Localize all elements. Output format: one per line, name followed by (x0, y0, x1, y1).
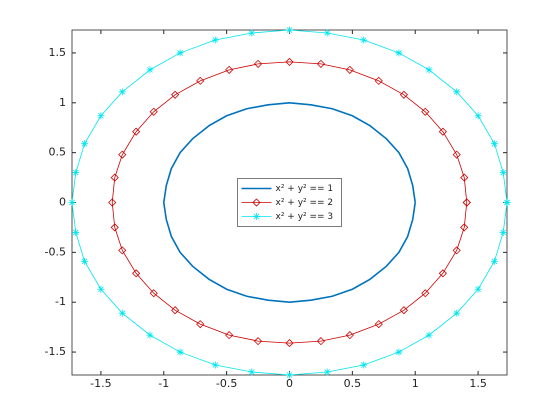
marker (118, 246, 127, 255)
marker (360, 36, 368, 44)
marker (460, 173, 469, 182)
marker (118, 150, 127, 159)
marker (132, 127, 141, 136)
marker (421, 107, 430, 116)
y-tick-label: -1.5 (45, 345, 66, 358)
y-tick-label: 0 (59, 196, 66, 209)
marker (374, 76, 383, 85)
marker (474, 112, 482, 120)
marker (421, 289, 430, 298)
marker (97, 285, 105, 293)
marker (254, 59, 263, 68)
marker (81, 140, 89, 148)
marker (462, 198, 471, 207)
marker (108, 198, 117, 207)
marker (196, 320, 205, 329)
marker (425, 66, 433, 74)
x-tick-label: 1 (412, 377, 419, 390)
marker (438, 269, 447, 278)
marker (253, 213, 260, 220)
marker (316, 59, 325, 68)
marker (110, 223, 119, 232)
marker (248, 29, 256, 37)
marker (211, 36, 219, 44)
marker (81, 257, 89, 265)
marker (399, 90, 408, 99)
marker (72, 228, 80, 236)
marker (72, 169, 80, 177)
y-tick-label: -0.5 (45, 245, 66, 258)
marker (323, 29, 331, 37)
marker (146, 66, 154, 74)
marker (286, 26, 293, 34)
x-tick-label: -1.5 (90, 377, 111, 390)
marker (360, 361, 368, 369)
legend-label: x² + y² == 1 (276, 184, 334, 194)
x-tick-label: 0 (286, 377, 293, 390)
series-line (162, 101, 417, 304)
marker (490, 257, 498, 265)
marker (503, 199, 511, 206)
marker (345, 65, 354, 74)
x-tick-label: -1 (158, 377, 169, 390)
marker (323, 368, 331, 376)
marker (149, 107, 158, 116)
legend-label: x² + y² == 3 (276, 212, 334, 222)
y-tick-label: 0.5 (49, 146, 67, 159)
marker (97, 112, 105, 120)
marker (254, 337, 263, 346)
marker (285, 339, 294, 348)
y-tick-label: 1 (59, 96, 66, 109)
legend-label: x² + y² == 2 (276, 198, 334, 208)
marker (425, 331, 433, 339)
x-tick-label: 0.5 (344, 377, 362, 390)
marker (225, 65, 234, 74)
marker (118, 309, 126, 317)
marker (176, 49, 184, 57)
marker (438, 127, 447, 136)
marker (252, 198, 261, 207)
series-line (111, 61, 468, 344)
marker (460, 223, 469, 232)
marker (345, 331, 354, 340)
marker (499, 228, 507, 236)
marker (225, 331, 234, 340)
marker (490, 140, 498, 148)
x-tick-label: 1.5 (469, 377, 487, 390)
marker (286, 371, 293, 379)
marker (211, 361, 219, 369)
marker (110, 173, 119, 182)
marker (149, 289, 158, 298)
marker (132, 269, 141, 278)
marker (474, 285, 482, 293)
marker (196, 76, 205, 85)
x-tick-label: -0.5 (216, 377, 237, 390)
marker (68, 199, 76, 206)
legend: x² + y² == 1 x² + y² == 2 x² + y² == 3 (237, 178, 342, 227)
marker (453, 309, 461, 317)
marker (395, 49, 403, 57)
y-tick-label: 1.5 (49, 46, 67, 59)
marker (316, 337, 325, 346)
marker (171, 306, 180, 315)
marker (285, 57, 294, 66)
marker (499, 169, 507, 177)
marker (453, 88, 461, 96)
marker (452, 150, 461, 159)
marker (452, 246, 461, 255)
marker (248, 368, 256, 376)
marker (171, 90, 180, 99)
marker (146, 331, 154, 339)
marker (176, 348, 184, 356)
marker (395, 348, 403, 356)
marker (374, 320, 383, 329)
y-tick-label: -1 (55, 295, 66, 308)
marker (399, 306, 408, 315)
marker (118, 88, 126, 96)
